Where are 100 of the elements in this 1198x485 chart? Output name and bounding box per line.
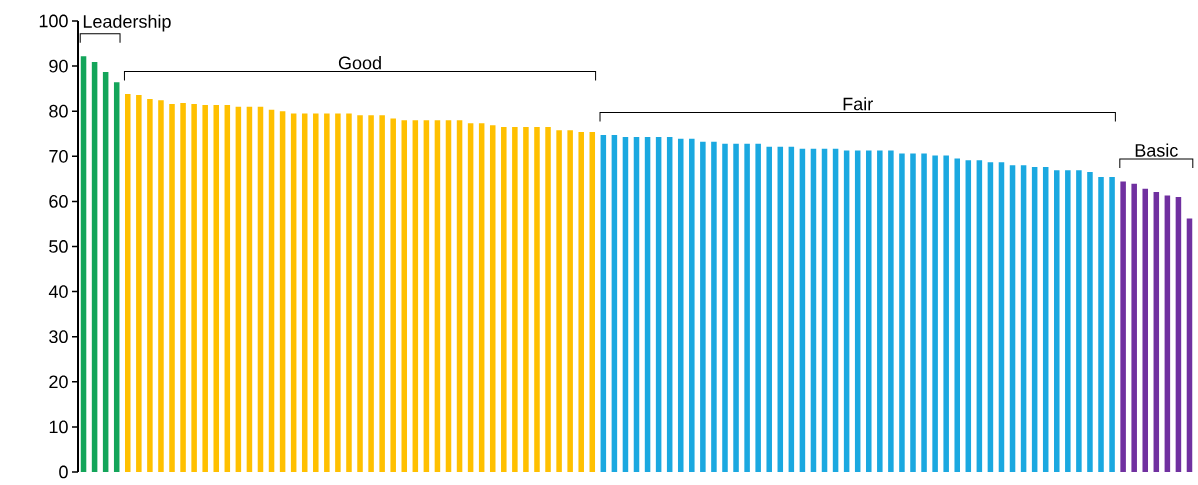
annotation: Basic	[1135, 143, 1178, 157]
bar	[257, 106, 264, 472]
bar	[611, 135, 618, 472]
bar	[865, 150, 872, 472]
bar	[1020, 165, 1027, 472]
bar	[1186, 218, 1193, 472]
bar	[1065, 170, 1071, 472]
bar	[556, 130, 562, 472]
bar	[755, 143, 761, 472]
y-tick-label: 70	[49, 149, 68, 163]
y-tick-label: 80	[49, 104, 68, 118]
bar	[379, 115, 385, 472]
bar	[976, 160, 983, 472]
bar	[700, 141, 706, 472]
bar	[788, 146, 795, 472]
bar	[877, 150, 883, 472]
bar	[821, 148, 828, 472]
bar	[102, 71, 109, 472]
bar	[733, 143, 739, 472]
annotation: Good	[338, 56, 381, 70]
y-tick-label: 30	[49, 330, 68, 344]
bar	[467, 123, 474, 472]
bar	[1054, 170, 1060, 472]
bar	[921, 153, 927, 472]
bar	[213, 104, 220, 472]
y-tick-label: 50	[49, 240, 68, 253]
bar	[910, 153, 916, 472]
bar	[1031, 167, 1038, 472]
bar	[1131, 183, 1137, 472]
bar	[335, 113, 341, 472]
bar	[169, 103, 175, 472]
bar	[1142, 188, 1149, 472]
bar	[1120, 181, 1126, 472]
bar	[1098, 177, 1104, 472]
bar	[191, 103, 197, 472]
bar	[998, 162, 1005, 472]
bar	[1153, 191, 1160, 472]
bar	[633, 136, 640, 472]
bar	[313, 113, 319, 472]
bar	[666, 136, 673, 472]
bar	[711, 141, 717, 472]
bar	[644, 136, 651, 472]
bar	[943, 155, 949, 472]
bar	[180, 103, 186, 472]
bar	[722, 143, 728, 472]
bar	[622, 136, 629, 472]
y-tick-label: 90	[49, 59, 68, 73]
bar	[125, 94, 131, 472]
bar	[523, 126, 529, 472]
bar	[91, 62, 98, 472]
bar	[246, 106, 253, 472]
bar	[324, 113, 330, 472]
bar	[301, 113, 308, 472]
bar	[235, 106, 242, 472]
bar	[268, 109, 275, 472]
y-tick-label: 10	[49, 420, 68, 434]
bar	[1087, 172, 1093, 472]
bar	[1175, 196, 1182, 472]
bar	[799, 148, 806, 472]
bar	[423, 120, 430, 472]
bar	[357, 115, 363, 472]
bar	[545, 126, 551, 472]
y-tick-label: 100	[39, 14, 68, 28]
bar	[932, 155, 938, 472]
bar	[534, 126, 540, 472]
bar	[965, 160, 972, 472]
annotation: Leadership	[83, 14, 171, 32]
bar	[136, 94, 142, 472]
bar	[777, 146, 784, 472]
bar	[1042, 167, 1049, 472]
bar	[766, 146, 772, 472]
bar	[501, 126, 507, 472]
bar	[80, 56, 87, 472]
bar	[512, 126, 518, 472]
bar	[810, 148, 817, 472]
annotation: Fair	[843, 97, 873, 111]
bar	[567, 130, 573, 472]
bar	[445, 120, 452, 472]
bar	[401, 120, 408, 472]
bar	[147, 99, 153, 472]
bar	[655, 136, 662, 472]
bar	[456, 120, 463, 472]
bar	[1009, 165, 1016, 472]
bar	[832, 148, 839, 472]
y-tick-label: 20	[49, 375, 68, 389]
bar	[390, 118, 396, 472]
bar	[368, 115, 374, 472]
bar	[589, 131, 596, 472]
bar	[888, 150, 894, 472]
bar	[677, 138, 684, 472]
y-tick-label: 0	[59, 465, 68, 479]
y-tick-label: 60	[49, 195, 68, 208]
bar	[113, 82, 120, 472]
bar	[224, 104, 231, 472]
bar	[954, 158, 960, 472]
bar	[412, 120, 419, 472]
bar	[202, 104, 208, 472]
bar	[843, 150, 850, 472]
bar	[689, 138, 695, 472]
bar	[346, 113, 352, 472]
